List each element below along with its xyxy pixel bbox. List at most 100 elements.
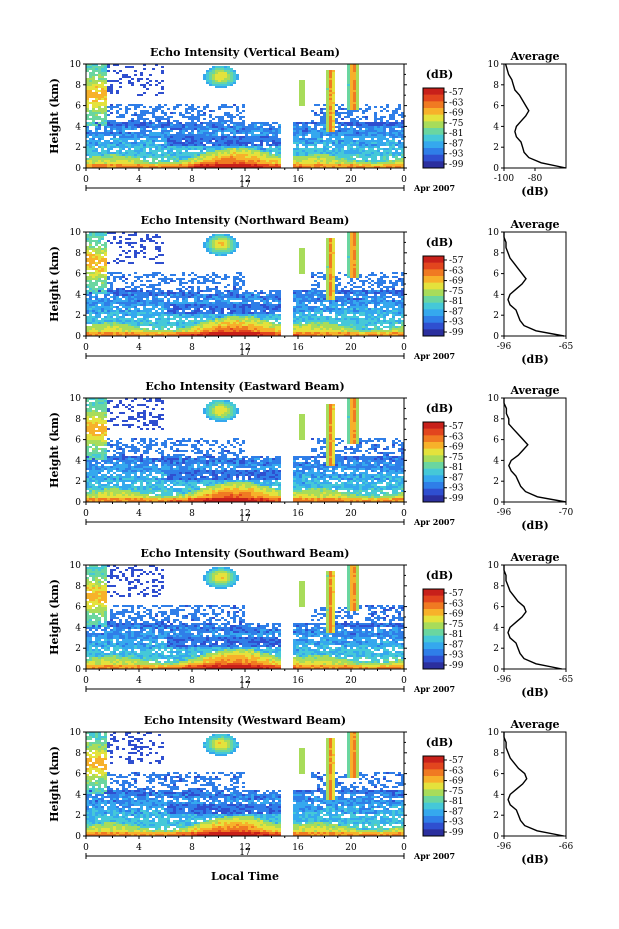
heatmap-cell [107,148,110,150]
heatmap-cell [209,126,212,128]
heatmap-cell [224,120,227,122]
heatmap-cell [86,124,89,126]
heatmap-cell [86,108,89,110]
heatmap-cell [149,286,152,288]
heatmap-cell [176,328,179,330]
heatmap-cell [389,126,392,128]
heatmap-cell [134,324,137,326]
heatmap-cell [215,332,218,334]
heatmap-cell [278,328,281,330]
heatmap-cell [197,300,200,302]
heatmap-cell [188,334,191,336]
heatmap-cell [107,160,110,162]
heatmap-cell [89,150,92,152]
heatmap-cell [269,308,272,310]
heatmap-cell [119,242,122,244]
heatmap-cell [176,156,179,158]
heatmap-cell [269,148,272,150]
heatmap-cell [140,148,143,150]
heatmap-cell [371,130,374,132]
heatmap-cell [389,160,392,162]
heatmap-cell [377,130,380,132]
heatmap-cell [122,126,125,128]
heatmap-cell [122,122,125,124]
heatmap-cell [119,318,122,320]
heatmap-cell [182,324,185,326]
heatmap-cell [218,332,221,334]
heatmap-cell [209,298,212,300]
heatmap-cell [122,326,125,328]
heatmap-cell [125,296,128,298]
heatmap-cell [389,130,392,132]
heatmap-cell [317,154,320,156]
heatmap-cell [221,244,224,246]
heatmap-cell [119,128,122,130]
heatmap-cell [260,166,263,168]
heatmap-cell [164,134,167,136]
heatmap-cell [131,104,134,106]
heatmap-cell [197,146,200,148]
heatmap-cell [89,82,92,84]
heatmap-cell [293,318,296,320]
heatmap-cell [167,162,170,164]
heatmap-cell [221,74,224,76]
heatmap-cell [122,134,125,136]
heatmap-cell [86,82,89,84]
heatmap-cell [227,114,230,116]
heatmap-cell [101,304,104,306]
heatmap-cell [128,330,131,332]
heatmap-cell [320,132,323,134]
heatmap-cell [263,328,266,330]
heatmap-cell [242,150,245,152]
heatmap-cell [221,124,224,126]
heatmap-cell [311,154,314,156]
heatmap-cell [95,240,98,242]
heatmap-cell [161,280,164,282]
heatmap-cell [113,156,116,158]
heatmap-cell [269,294,272,296]
heatmap-cell [251,126,254,128]
heatmap-cell [314,142,317,144]
heatmap-cell [116,112,119,114]
heatmap-cell [275,320,278,322]
heatmap-cell [125,146,128,148]
heatmap-cell [224,130,227,132]
heatmap-cell [89,316,92,318]
heatmap-cell [293,298,296,300]
heatmap-cell [221,152,224,154]
heatmap-cell [227,240,230,242]
heatmap-cell [185,322,188,324]
heatmap-cell [221,254,224,256]
heatmap-cell [350,70,353,72]
heatmap-cell [116,294,119,296]
heatmap-cell [107,156,110,158]
heatmap-cell [137,328,140,330]
heatmap-cell [128,298,131,300]
heatmap-cell [104,96,107,98]
heatmap-cell [257,312,260,314]
heatmap-cell [332,90,335,92]
heatmap-cell [383,136,386,138]
heatmap-cell [233,314,236,316]
heatmap-cell [89,118,92,120]
heatmap-cell [305,140,308,142]
heatmap-cell [164,318,167,320]
heatmap-cell [371,122,374,124]
heatmap-cell [299,94,302,96]
heatmap-cell [392,118,395,120]
heatmap-cell [143,142,146,144]
heatmap-cell [269,324,272,326]
heatmap-cell [200,134,203,136]
heatmap-cell [221,120,224,122]
heatmap-cell [128,290,131,292]
heatmap-cell [332,94,335,96]
heatmap-cell [245,128,248,130]
heatmap-cell [278,316,281,318]
heatmap-cell [338,152,341,154]
heatmap-cell [314,136,317,138]
heatmap-cell [320,156,323,158]
heatmap-cell [239,166,242,168]
heatmap-cell [275,154,278,156]
heatmap-cell [329,86,332,88]
heatmap-cell [383,150,386,152]
